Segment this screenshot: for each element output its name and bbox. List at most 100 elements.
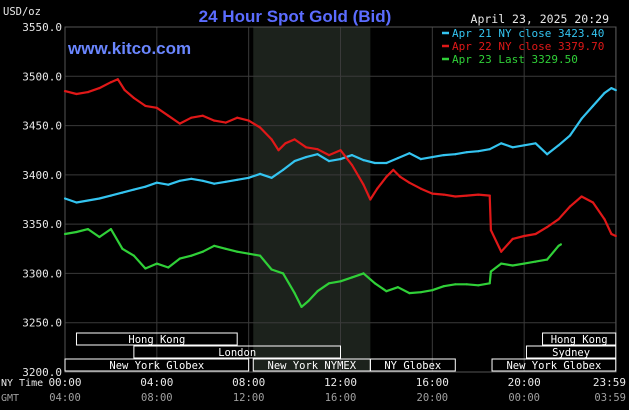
series-layer — [63, 78, 617, 308]
series-point — [399, 175, 402, 178]
series-point — [155, 181, 158, 184]
session-label: Hong Kong — [551, 334, 608, 346]
session-bar: New York Globex — [64, 358, 250, 372]
series-point — [327, 160, 331, 163]
series-point — [523, 144, 526, 147]
series-point — [396, 157, 399, 160]
series-point — [557, 244, 560, 247]
series-point — [132, 96, 135, 100]
series-point — [442, 193, 445, 196]
series-point — [178, 122, 181, 125]
series-point — [339, 280, 342, 283]
series-point — [465, 151, 468, 154]
series-point — [247, 119, 250, 122]
legend-entry: Apr 22 NY close 3379.70 — [452, 40, 604, 53]
series-point — [201, 179, 204, 182]
series-point — [201, 250, 204, 253]
series-point — [396, 286, 399, 289]
series-point — [419, 187, 422, 190]
series-point — [534, 260, 537, 263]
series-point — [339, 149, 342, 152]
series-point — [282, 168, 285, 171]
series-point — [559, 243, 563, 246]
y-tick-label: 3300.0 — [22, 267, 62, 280]
series-point — [116, 78, 119, 81]
series-point — [350, 154, 354, 157]
series-point — [259, 172, 262, 175]
series-point — [580, 117, 583, 120]
series-point — [270, 176, 273, 179]
session-label: London — [218, 347, 256, 359]
series-point — [569, 205, 572, 208]
series-point — [603, 218, 606, 221]
x-tick-label: 16:00 — [325, 392, 357, 404]
series-point — [477, 150, 480, 153]
session-box — [491, 358, 617, 372]
series-point — [350, 276, 354, 279]
series-point — [293, 292, 296, 295]
series-point — [167, 266, 170, 269]
series-point — [454, 283, 457, 286]
series-point — [546, 226, 549, 229]
series-point — [523, 262, 526, 265]
series-point — [270, 138, 273, 141]
series-point — [431, 192, 434, 195]
x-tick-label: 20:00 — [417, 392, 449, 404]
y-tick-label: 3550.0 — [22, 21, 62, 34]
session-bar: New York Globex — [491, 358, 617, 372]
x-tick-label: 16:00 — [416, 376, 449, 389]
session-label: Hong Kong — [128, 334, 185, 346]
series-point — [167, 114, 170, 117]
series-point — [614, 89, 617, 92]
series-point — [224, 180, 227, 183]
series-point — [431, 156, 434, 159]
series-point — [178, 257, 181, 260]
series-point — [316, 153, 319, 156]
series-point — [408, 181, 411, 184]
session-bar: London — [133, 345, 341, 359]
series-point — [75, 230, 78, 234]
series-point — [86, 228, 90, 231]
series-point — [442, 285, 445, 288]
series-point — [385, 175, 388, 178]
series-point — [190, 116, 193, 119]
series-point — [546, 258, 549, 261]
y-tick-label: 3500.0 — [22, 70, 62, 83]
legend-entry: Apr 23 Last 3329.50 — [452, 53, 578, 66]
x-tick-label: 04:00 — [49, 392, 81, 404]
brand-watermark: www.kitco.com — [67, 39, 191, 58]
y-tick-label: 3350.0 — [22, 218, 62, 231]
x-tick-label: 12:00 — [324, 376, 357, 389]
series-point — [224, 121, 227, 124]
series-point — [511, 146, 514, 149]
series-point — [431, 289, 434, 292]
series-point — [144, 185, 147, 188]
series-point — [190, 177, 193, 180]
series-point — [477, 284, 480, 287]
y-tick-label: 3200.0 — [22, 366, 62, 379]
series-point — [488, 194, 491, 197]
series-point — [155, 262, 158, 265]
series-point — [327, 154, 331, 157]
series-point — [236, 116, 239, 119]
series-point — [300, 305, 303, 308]
series-point — [523, 234, 526, 238]
nymex-shade-layer — [253, 27, 371, 372]
series-point — [213, 119, 216, 122]
series-point — [465, 283, 468, 286]
y-axis-label: USD/oz — [3, 6, 41, 18]
session-label: New York Globex — [506, 360, 601, 372]
session-box — [369, 358, 456, 372]
x-tick-label: 04:00 — [140, 376, 173, 389]
series-point — [155, 106, 158, 109]
series-point — [316, 148, 319, 151]
y-tick-label: 3400.0 — [22, 169, 62, 182]
series-point — [63, 232, 67, 236]
series-point — [86, 199, 90, 202]
series-point — [500, 142, 503, 145]
series-point — [247, 252, 250, 255]
x-tick-label: 08:00 — [232, 376, 265, 389]
nymex-shade — [253, 27, 371, 372]
session-label: New York Globex — [109, 360, 204, 372]
series-point — [213, 182, 216, 185]
